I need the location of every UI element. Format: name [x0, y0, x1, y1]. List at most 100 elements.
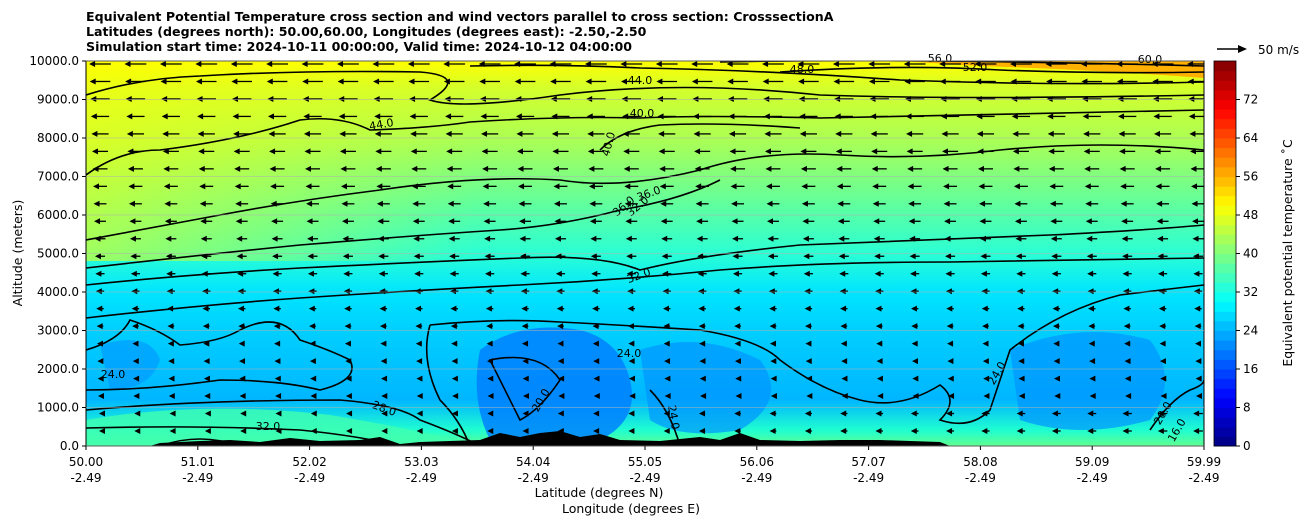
wind-vector-head	[910, 288, 917, 295]
colorbar-tick-label: 0	[1243, 439, 1251, 453]
x-tick-label-lat: 58.08	[963, 455, 997, 469]
wind-vector-head	[416, 375, 423, 382]
colorbar-swatch	[1214, 186, 1236, 197]
wind-vector-head	[238, 323, 245, 330]
wind-vector-head	[659, 183, 666, 190]
wind-vector-head	[767, 235, 774, 242]
x-tick-label-lat: 50.00	[69, 455, 103, 469]
wind-vector-head	[90, 113, 97, 120]
wind-vector-head	[627, 288, 634, 295]
wind-vector-head	[656, 95, 663, 102]
wind-vector-head	[1049, 200, 1056, 207]
colorbar-tick-label: 24	[1243, 324, 1258, 338]
wind-vector-head	[733, 305, 740, 312]
wind-vector-head	[593, 358, 600, 365]
wind-vector-head	[308, 305, 315, 312]
x-tick-label-lon: -2.49	[1188, 471, 1219, 485]
colorbar-tick-label: 16	[1243, 362, 1258, 376]
wind-vector-head	[664, 375, 671, 382]
wind-vector-head	[1158, 288, 1165, 295]
wind-vector-head	[837, 200, 844, 207]
wind-vector-head	[204, 428, 211, 434]
wind-vector-head	[1080, 61, 1087, 67]
wind-vector-head	[1157, 428, 1164, 434]
wind-vector-head	[450, 323, 457, 330]
wind-vector-head	[451, 375, 458, 382]
wind-vector-head	[375, 165, 382, 172]
wind-vector-head	[133, 375, 140, 382]
wind-vector-head	[592, 340, 599, 347]
wind-vector-head	[621, 95, 628, 102]
wind-vector-head	[520, 288, 527, 295]
wind-vector-head	[623, 165, 630, 172]
wind-vector-head	[1120, 200, 1127, 207]
wind-vector-head	[1085, 218, 1092, 225]
wind-vector-head	[301, 61, 308, 67]
wind-vector-head	[806, 375, 813, 382]
contour-label: 52.0	[963, 61, 988, 74]
wind-vector-head	[272, 253, 279, 260]
wind-vector-head	[481, 148, 488, 155]
wind-vector-head	[874, 253, 881, 260]
wind-vector-head	[834, 95, 841, 102]
wind-vector-head	[728, 130, 735, 137]
wind-vector-head	[482, 183, 489, 190]
wind-vector-head	[482, 165, 489, 172]
wind-vector-head	[381, 375, 388, 382]
wind-vector-head	[376, 183, 383, 190]
wind-vector-head	[908, 218, 915, 225]
wind-vector-head	[131, 305, 138, 312]
wind-vector-head	[552, 148, 559, 155]
wind-vector-head	[981, 428, 988, 434]
wind-vector-head	[522, 375, 529, 382]
wind-vector-head	[587, 130, 594, 137]
wind-vector-head	[664, 358, 671, 365]
wind-vector-head	[769, 323, 776, 330]
wind-vector-head	[202, 305, 209, 312]
wind-vector-head	[234, 165, 241, 172]
wind-vector-head	[1087, 305, 1094, 312]
wind-vector-head	[338, 113, 345, 120]
wind-vector-head	[1191, 200, 1198, 207]
wind-vector-head	[699, 410, 706, 417]
wind-vector-head	[982, 340, 989, 347]
wind-vector-head	[481, 130, 488, 137]
wind-vector-head	[697, 253, 704, 260]
wind-vector-head	[196, 95, 203, 102]
contour-36	[86, 144, 1204, 241]
wind-vector-head	[1052, 288, 1059, 295]
colorbar-swatch	[1214, 340, 1236, 351]
wind-vector-head	[374, 130, 381, 137]
wind-vector-head	[1016, 428, 1023, 434]
wind-vector-head	[165, 253, 172, 260]
wind-vector-head	[203, 340, 210, 347]
wind-vector-head	[1192, 253, 1199, 260]
wind-vector-head	[979, 235, 986, 242]
wind-vector-head	[90, 95, 97, 102]
wind-vector-head	[374, 113, 381, 120]
wind-vector-head	[692, 113, 699, 120]
wind-vector-head	[983, 393, 990, 400]
wind-vector-head	[553, 200, 560, 207]
wind-vector-head	[444, 95, 451, 102]
wind-vector-head	[620, 61, 627, 67]
wind-vector-head	[484, 235, 491, 242]
wind-vector-head	[164, 218, 171, 225]
contour-24c	[425, 324, 471, 446]
wind-vector-head	[803, 270, 810, 277]
wind-vector-head	[1011, 113, 1018, 120]
wind-vector-head	[1048, 165, 1055, 172]
wind-vector-head	[730, 183, 737, 190]
wind-vector-head	[168, 358, 175, 365]
wind-vector-head	[1193, 410, 1200, 417]
wind-vector-head	[697, 270, 704, 277]
colorbar-swatch	[1214, 359, 1236, 370]
wind-vector-head	[764, 130, 771, 137]
wind-vector-head	[451, 340, 458, 347]
wind-vector-head	[266, 78, 273, 85]
wind-vector-head	[762, 61, 769, 67]
wind-vector-head	[735, 393, 742, 400]
wind-vector-head	[99, 428, 105, 434]
wind-vector-head	[483, 200, 490, 207]
wind-vector-head	[97, 340, 104, 347]
